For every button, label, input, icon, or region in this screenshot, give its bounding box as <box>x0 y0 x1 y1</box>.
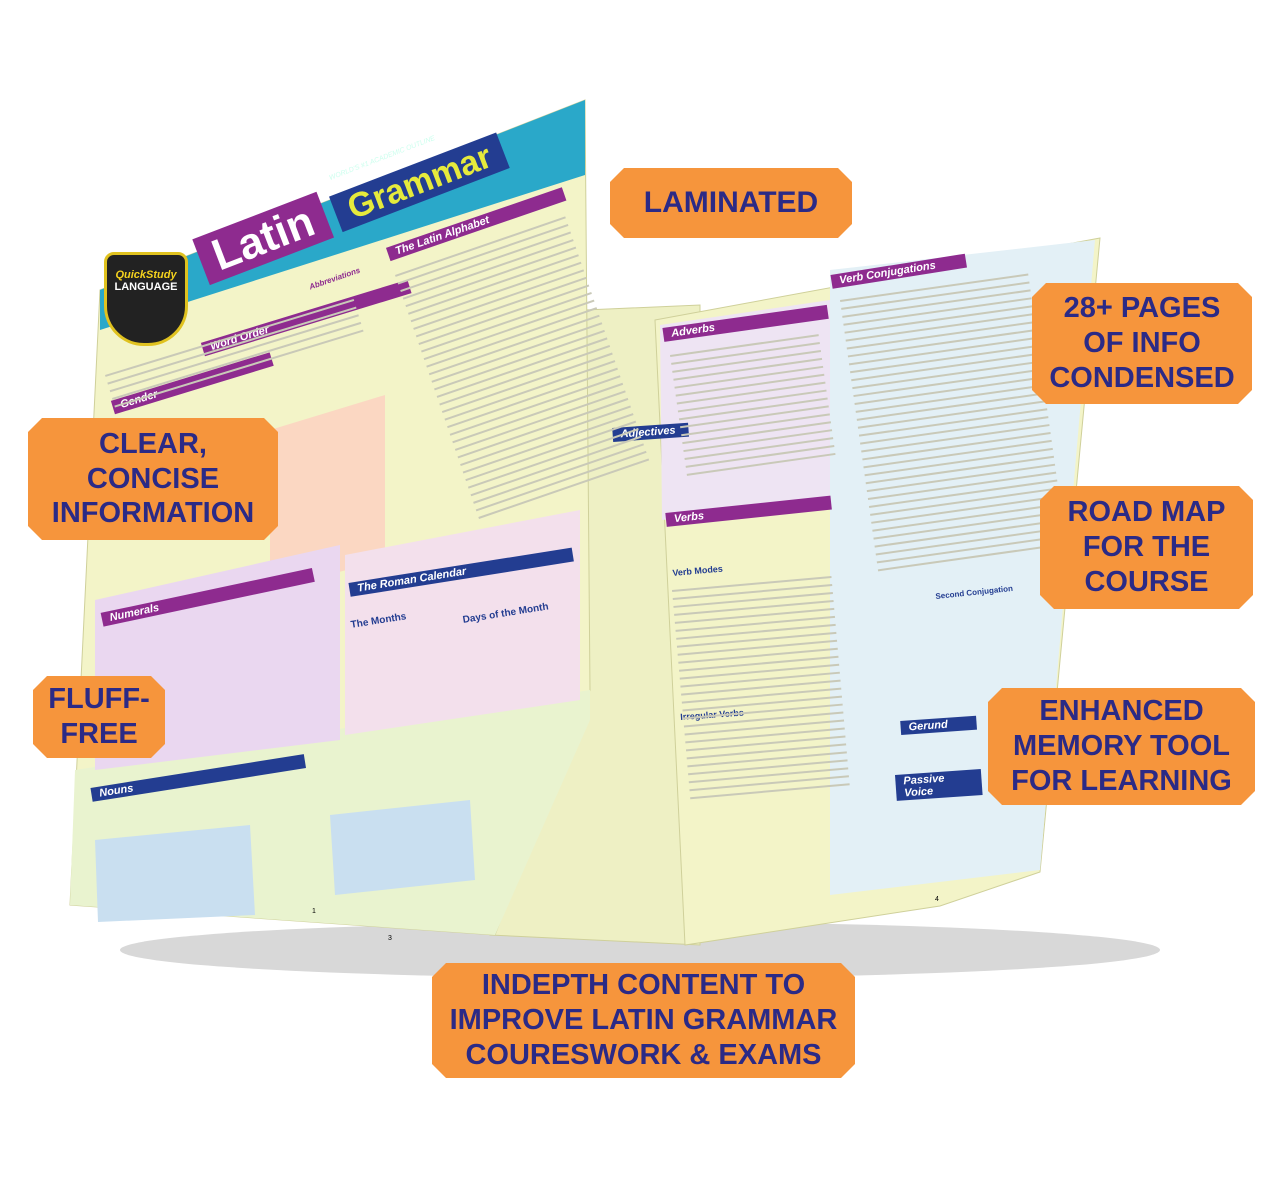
page-number-1: 1 <box>312 908 316 915</box>
callout-text: 28+ PAGES OF INFO CONDENSED <box>1049 292 1235 394</box>
callout-roadmap: ROAD MAP FOR THE COURSE <box>1040 486 1253 609</box>
callout-memory: ENHANCED MEMORY TOOL FOR LEARNING <box>988 688 1255 805</box>
page-number-3: 3 <box>388 935 392 942</box>
callout-clear: CLEAR, CONCISE INFORMATION <box>28 418 278 540</box>
callout-text: LAMINATED <box>643 186 819 219</box>
gender-table <box>270 395 385 590</box>
callout-indepth: INDEPTH CONTENT TO IMPROVE LATIN GRAMMAR… <box>432 963 855 1078</box>
templum-table <box>330 800 475 895</box>
text-lines-adverbs <box>670 334 836 482</box>
callout-laminated: LAMINATED <box>610 168 852 238</box>
logo-top: QuickStudy <box>115 269 177 281</box>
page-number-4: 4 <box>935 896 939 903</box>
text-lines-verbs <box>672 576 850 805</box>
header-passive-voice: Passive Voice <box>895 769 983 801</box>
quickstudy-logo: QuickStudy LANGUAGE <box>104 252 188 346</box>
rosa-table <box>95 825 255 922</box>
floor-shadow <box>120 922 1160 978</box>
callout-pages: 28+ PAGES OF INFO CONDENSED <box>1032 283 1252 404</box>
callout-text: ENHANCED MEMORY TOOL FOR LEARNING <box>1011 695 1232 797</box>
callout-text: ROAD MAP FOR THE COURSE <box>1067 496 1226 598</box>
callout-fluff-free: FLUFF- FREE <box>33 676 165 758</box>
callout-text: CLEAR, CONCISE INFORMATION <box>51 427 255 530</box>
logo-bottom: LANGUAGE <box>114 281 178 293</box>
callout-text: FLUFF- FREE <box>48 683 150 750</box>
callout-text: INDEPTH CONTENT TO IMPROVE LATIN GRAMMAR… <box>449 969 838 1071</box>
